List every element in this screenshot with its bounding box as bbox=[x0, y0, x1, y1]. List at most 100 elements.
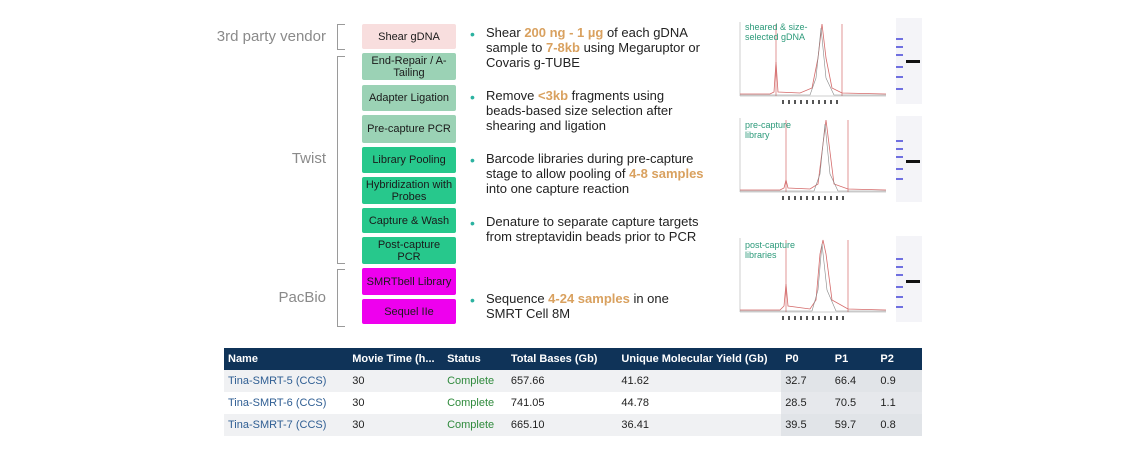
bullet-5: • bbox=[470, 292, 475, 308]
electropherogram-post-capture bbox=[730, 234, 890, 326]
step-pre-capture-pcr: Pre-capture PCR bbox=[362, 115, 456, 143]
cell-unique-yield: 36.41 bbox=[617, 414, 782, 436]
cell-p1: 70.5 bbox=[830, 392, 877, 414]
column-header-total-bases[interactable]: Total Bases (Gb) bbox=[506, 348, 618, 370]
column-header-movie-time[interactable]: Movie Time (h... bbox=[348, 348, 444, 370]
cell-name[interactable]: Tina-SMRT-5 (CCS) bbox=[224, 370, 349, 392]
electropherogram-sheared bbox=[730, 18, 890, 110]
column-header-name[interactable]: Name bbox=[224, 348, 349, 370]
cell-status: Complete bbox=[443, 370, 507, 392]
cell-p1: 59.7 bbox=[830, 414, 877, 436]
desc-text: of each gDNA sample to bbox=[486, 25, 688, 55]
gel-ladder-mark bbox=[896, 76, 903, 78]
desc-text: Shear bbox=[486, 25, 525, 40]
gel-ladder-mark bbox=[896, 140, 903, 142]
column-header-p1[interactable]: P1 bbox=[830, 348, 877, 370]
cell-p0: 32.7 bbox=[781, 370, 831, 392]
gel-image-3 bbox=[896, 236, 922, 322]
gel-ladder-mark bbox=[896, 266, 903, 268]
gel-ladder-mark bbox=[896, 54, 903, 56]
bracket-pacbio bbox=[337, 269, 345, 327]
desc-highlight: <3kb bbox=[538, 88, 569, 103]
cell-movie-time: 30 bbox=[352, 397, 365, 409]
cell-p2: 0.8 bbox=[876, 414, 922, 436]
cell-movie-time: 30 bbox=[348, 414, 444, 436]
gel-ladder-mark bbox=[896, 156, 903, 158]
desc-text: Sequence bbox=[486, 291, 549, 306]
desc-highlight: 4-8 samples bbox=[629, 166, 704, 181]
cell-name[interactable]: Tina-SMRT-6 (CCS) bbox=[228, 397, 327, 409]
bullet-1: • bbox=[470, 26, 475, 42]
desc-highlight: 4-24 samples bbox=[548, 291, 630, 306]
step-smrtbell-library: SMRTbell Library bbox=[362, 268, 456, 295]
bracket-vendor bbox=[337, 24, 345, 50]
step-end-repair: End-Repair / A-Tailing bbox=[362, 53, 456, 80]
cell-p1: 66.4 bbox=[830, 370, 877, 392]
gel-ladder-mark bbox=[896, 148, 903, 150]
column-header-p0[interactable]: P0 bbox=[781, 348, 831, 370]
column-header-p2[interactable]: P2 bbox=[876, 348, 922, 370]
desc-text: in one SMRT Cell 8M bbox=[486, 291, 669, 321]
desc-text: Remove bbox=[486, 88, 539, 103]
desc-highlight: 200 ng - 1 µg bbox=[524, 25, 604, 40]
gel-band bbox=[906, 280, 920, 283]
cell-total-bases: 657.66 bbox=[506, 370, 618, 392]
group-label-vendor: 3rd party vendor bbox=[216, 28, 326, 45]
bracket-twist bbox=[337, 56, 345, 264]
cell-status: Complete bbox=[443, 414, 507, 436]
gel-ladder-mark bbox=[896, 258, 903, 260]
desc-highlight: 7-8kb bbox=[545, 40, 580, 55]
gel-ladder-mark bbox=[896, 88, 903, 90]
gel-band bbox=[906, 60, 920, 63]
column-header-status[interactable]: Status bbox=[443, 348, 507, 370]
cell-p0: 28.5 bbox=[781, 392, 831, 414]
gel-image-1 bbox=[896, 18, 922, 104]
cell-name[interactable]: Tina-SMRT-7 (CCS) bbox=[224, 414, 349, 436]
table-row[interactable]: Tina-SMRT-5 (CCS) 30 Complete 657.66 41.… bbox=[224, 370, 922, 392]
description-shear: Shear 200 ng - 1 µg of each gDNA sample … bbox=[486, 25, 706, 70]
gel-ladder-mark bbox=[896, 296, 903, 298]
gel-ladder-mark bbox=[896, 286, 903, 288]
plot-label-sheared: sheared & size-selected gDNA bbox=[745, 22, 808, 42]
gel-ladder-mark bbox=[896, 306, 903, 308]
gel-ladder-mark bbox=[896, 66, 903, 68]
cell-movie-time: 30 bbox=[348, 370, 444, 392]
cell-p2: 0.9 bbox=[876, 370, 922, 392]
step-shear-gdna: Shear gDNA bbox=[362, 24, 456, 49]
group-label-pacbio: PacBio bbox=[278, 289, 326, 306]
description-size-selection: Remove <3kb fragments using beads-based … bbox=[486, 88, 686, 133]
description-denature: Denature to separate capture targets fro… bbox=[486, 214, 716, 244]
table-row[interactable]: Tina-SMRT-7 (CCS) 30 Complete 665.10 36.… bbox=[224, 414, 922, 436]
desc-text: using Megaruptor or Covaris g-TUBE bbox=[486, 40, 700, 70]
bullet-3: • bbox=[470, 152, 475, 168]
description-pooling: Barcode libraries during pre-capture sta… bbox=[486, 151, 711, 196]
plot-label-post-capture: post-capture libraries bbox=[745, 240, 796, 260]
description-sequence: Sequence 4-24 samples in one SMRT Cell 8… bbox=[486, 291, 696, 321]
step-capture-wash: Capture & Wash bbox=[362, 208, 456, 233]
table-row[interactable]: Tina-SMRT-6 (CCS) 30 Complete 741.05 44.… bbox=[224, 392, 922, 414]
step-post-capture-pcr: Post-capture PCR bbox=[362, 237, 456, 264]
cell-total-bases: 665.10 bbox=[506, 414, 618, 436]
table-header-row: Name Movie Time (h... Status Total Bases… bbox=[224, 348, 922, 370]
step-adapter-ligation: Adapter Ligation bbox=[362, 85, 456, 111]
step-hybridization: Hybridization with Probes bbox=[362, 177, 456, 204]
cell-status: Complete bbox=[447, 397, 495, 409]
gel-image-2 bbox=[896, 116, 922, 202]
column-header-unique-yield[interactable]: Unique Molecular Yield (Gb) bbox=[617, 348, 782, 370]
cell-total-bases: 741.05 bbox=[510, 397, 545, 409]
gel-ladder-mark bbox=[896, 274, 903, 276]
step-sequel-iie: Sequel IIe bbox=[362, 299, 456, 324]
gel-ladder-mark bbox=[896, 168, 903, 170]
gel-band bbox=[906, 160, 920, 163]
desc-text: Denature to separate capture targets fro… bbox=[486, 214, 699, 244]
bullet-2: • bbox=[470, 89, 475, 105]
gel-ladder-mark bbox=[896, 178, 903, 180]
plot-label-pre-capture: pre-capture library bbox=[745, 120, 792, 140]
bullet-4: • bbox=[470, 215, 475, 231]
cell-p2: 1.1 bbox=[876, 392, 922, 414]
group-label-twist: Twist bbox=[291, 150, 326, 167]
cell-unique-yield: 41.62 bbox=[617, 370, 782, 392]
desc-text: fragments using beads-based size selecti… bbox=[486, 88, 673, 133]
cell-p0: 39.5 bbox=[781, 414, 831, 436]
electropherogram-pre-capture bbox=[730, 114, 890, 206]
